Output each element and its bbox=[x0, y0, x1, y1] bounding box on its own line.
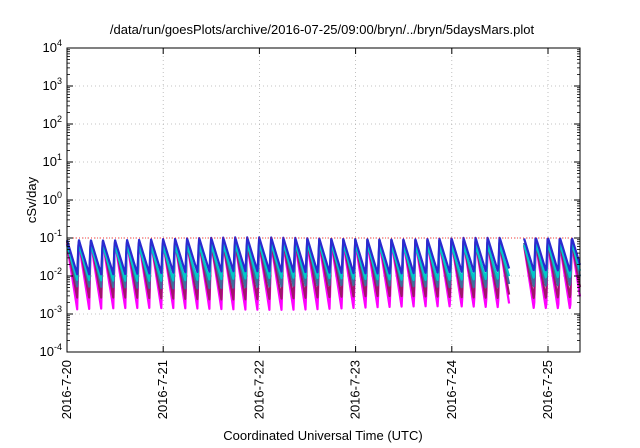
y-tick-label: 10-2 bbox=[40, 266, 62, 283]
y-tick-base: 10 bbox=[43, 78, 57, 93]
y-tick-exponent: 1 bbox=[57, 152, 62, 162]
x-tick-labels: 2016-7-20 2016-7-21 2016-7-22 2016-7-23 2016… bbox=[59, 360, 555, 419]
y-tick-label: 102 bbox=[43, 114, 62, 131]
y-tick-base: 10 bbox=[43, 116, 57, 131]
y-tick-base: 10 bbox=[43, 40, 57, 55]
y-tick-exponent: 0 bbox=[57, 190, 62, 200]
x-tick-label: 2016-7-22 bbox=[251, 360, 266, 419]
x-axis-label: Coordinated Universal Time (UTC) bbox=[223, 428, 422, 443]
y-tick-base: 10 bbox=[40, 306, 54, 321]
y-tick-label: 10-3 bbox=[40, 304, 62, 321]
y-tick-exponent: -3 bbox=[54, 304, 62, 314]
y-tick-base: 10 bbox=[43, 154, 57, 169]
series-group bbox=[65, 236, 582, 311]
y-tick-base: 10 bbox=[40, 230, 54, 245]
x-tick-label: 2016-7-20 bbox=[59, 360, 74, 419]
series-line-5 bbox=[65, 236, 582, 276]
y-tick-exponent: 4 bbox=[57, 38, 62, 48]
y-tick-label: 10-1 bbox=[40, 228, 62, 245]
y-tick-exponent: -1 bbox=[54, 228, 62, 238]
y-tick-label: 104 bbox=[43, 38, 62, 55]
y-tick-base: 10 bbox=[40, 268, 54, 283]
x-tick-label: 2016-7-23 bbox=[348, 360, 363, 419]
y-tick-exponent: -4 bbox=[54, 342, 62, 352]
y-tick-label: 10-4 bbox=[40, 342, 62, 359]
y-tick-exponent: -2 bbox=[54, 266, 62, 276]
axis-ticks bbox=[66, 47, 580, 353]
y-tick-base: 10 bbox=[43, 192, 57, 207]
y-tick-label: 103 bbox=[43, 76, 62, 93]
y-tick-exponent: 2 bbox=[57, 114, 62, 124]
y-axis-label: cSv/day bbox=[24, 176, 39, 223]
y-tick-base: 10 bbox=[40, 344, 54, 359]
x-tick-label: 2016-7-25 bbox=[540, 360, 555, 419]
y-tick-label: 100 bbox=[43, 190, 62, 207]
chart-title: /data/run/goesPlots/archive/2016-07-25/0… bbox=[110, 22, 535, 37]
y-tick-label: 101 bbox=[43, 152, 62, 169]
y-tick-exponent: 3 bbox=[57, 76, 62, 86]
x-tick-label: 2016-7-24 bbox=[444, 360, 459, 419]
x-tick-label: 2016-7-21 bbox=[155, 360, 170, 419]
